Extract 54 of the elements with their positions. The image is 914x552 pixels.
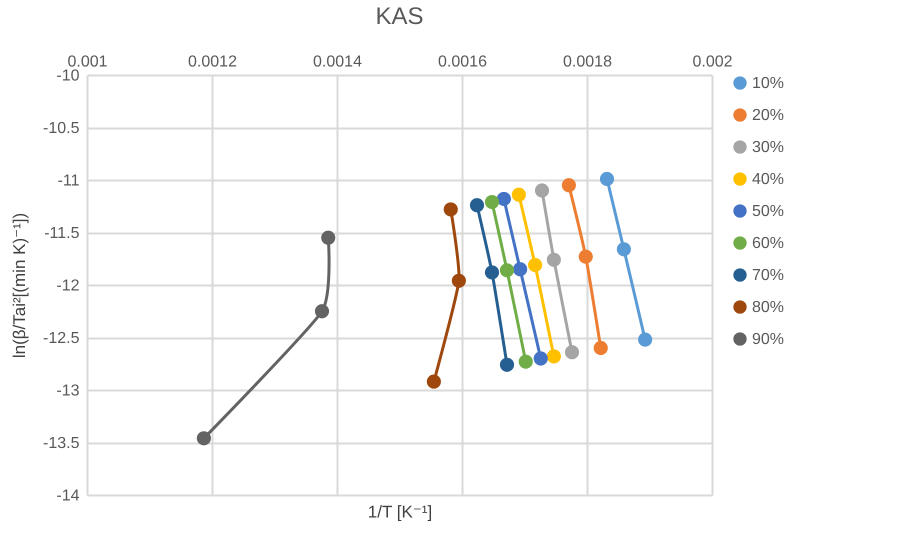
y-tick-label: -11.5	[44, 225, 80, 242]
x-tick-label: 0.001	[67, 54, 108, 70]
point	[518, 354, 533, 369]
point	[616, 242, 631, 256]
point	[196, 431, 211, 446]
chart-title: KAS	[375, 3, 424, 30]
point	[500, 358, 514, 372]
x-tick-label: 0.002	[692, 54, 733, 70]
point	[594, 340, 608, 356]
legend-label: 30%	[752, 139, 784, 156]
point	[314, 304, 330, 318]
legend-label: 70%	[752, 267, 784, 284]
y-axis-title: ln(β/Tai²[(min K)⁻¹])	[10, 212, 30, 358]
x-axis-title: 1/T [K⁻¹]	[368, 502, 432, 522]
y-tick-label: -14	[56, 488, 80, 504]
point	[546, 252, 561, 267]
x-tick-label: 0.0014	[313, 54, 362, 70]
legend-label: 10%	[752, 75, 784, 92]
point	[513, 262, 528, 276]
point	[600, 172, 614, 186]
x-tick-label: 0.0012	[188, 54, 238, 70]
point	[528, 258, 542, 272]
y-tick-label: -10.5	[43, 120, 80, 137]
legend-label: 20%	[752, 107, 784, 124]
point	[444, 202, 458, 216]
point	[496, 192, 511, 206]
point	[484, 194, 500, 210]
point	[562, 178, 576, 192]
legend-label: 40%	[752, 171, 784, 188]
y-tick-label: -11	[58, 172, 80, 190]
point	[564, 345, 580, 360]
point	[484, 265, 500, 280]
point	[638, 332, 652, 347]
point	[534, 351, 548, 366]
point	[321, 230, 336, 245]
point	[578, 250, 593, 264]
y-tick-label: -12.5	[43, 330, 80, 347]
legend-label: 80%	[752, 299, 784, 316]
point	[500, 263, 514, 278]
y-tick-label: -10	[56, 68, 80, 84]
y-tick-label: -12	[56, 278, 80, 294]
point	[470, 198, 484, 212]
point	[546, 349, 561, 364]
y-tick-label: -13	[56, 382, 80, 400]
point	[512, 188, 526, 202]
x-tick-label: 0.0016	[438, 54, 488, 70]
point	[426, 374, 441, 389]
legend-label: 90%	[752, 331, 784, 348]
legend-label: 50%	[752, 203, 784, 220]
point	[452, 274, 466, 288]
x-tick-label: 0.0018	[563, 54, 612, 70]
y-tick-label: -13.5	[43, 435, 80, 452]
legend-label: 60%	[752, 235, 784, 252]
point	[534, 183, 550, 198]
